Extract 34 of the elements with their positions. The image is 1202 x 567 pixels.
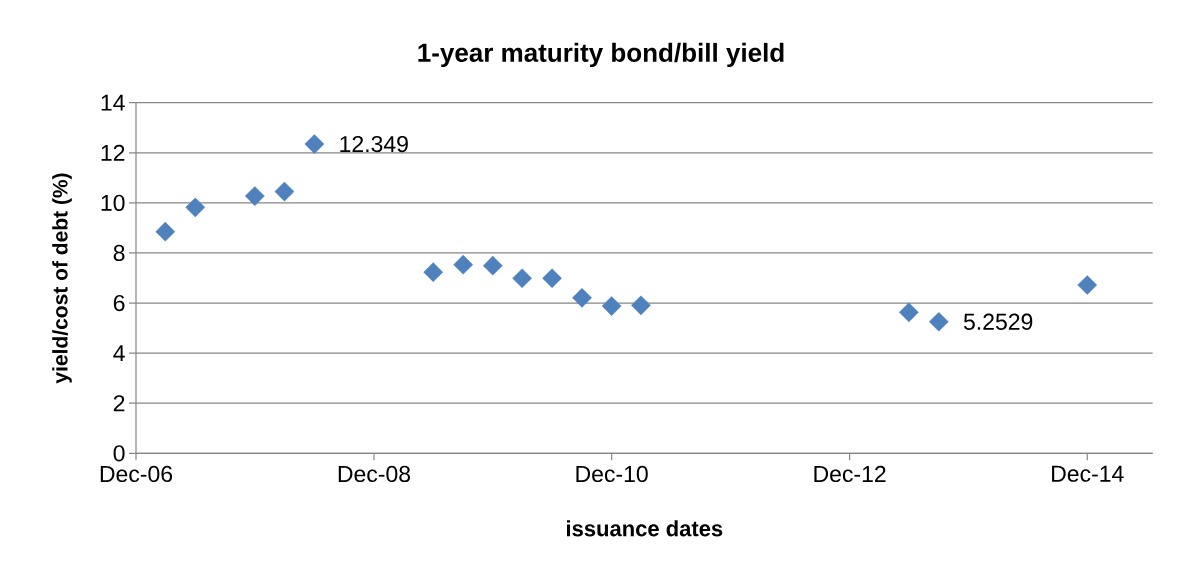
data-label: 12.349 (340, 135, 408, 153)
y-tick-label: 10 (101, 194, 125, 211)
y-tick-label: 0 (113, 445, 125, 462)
y-tick-label: 4 (113, 345, 125, 362)
point (542, 268, 562, 289)
y-tick-label: 12 (101, 144, 125, 161)
point (1077, 275, 1098, 295)
point (274, 181, 295, 202)
point (185, 197, 206, 218)
point (572, 287, 592, 308)
y-tick-label: 2 (113, 395, 125, 412)
point (304, 134, 325, 154)
point (155, 221, 176, 242)
y-axis-title: yield/cost of debt (%) (52, 173, 72, 384)
chart-title: 1-year maturity bond/bill yield (418, 42, 784, 68)
data-label: 5.2529 (963, 313, 1033, 330)
x-axis-title: issuance dates (567, 520, 723, 537)
point (482, 255, 503, 276)
y-tick-label: 8 (113, 244, 125, 262)
point (928, 311, 949, 332)
point (423, 262, 444, 283)
x-tick-label: Dec-12 (814, 465, 886, 483)
x-tick-label: Dec-06 (100, 465, 173, 483)
point (899, 302, 919, 323)
point (601, 296, 622, 316)
point (453, 254, 473, 275)
x-tick-label: Dec-10 (576, 465, 648, 483)
y-tick-label: 14 (101, 94, 125, 111)
y-tick-label: 6 (113, 294, 125, 312)
point (245, 186, 265, 206)
x-tick-label: Dec-08 (338, 465, 411, 483)
x-tick-label: Dec-14 (1052, 465, 1124, 482)
point (512, 268, 532, 289)
point (631, 295, 651, 316)
